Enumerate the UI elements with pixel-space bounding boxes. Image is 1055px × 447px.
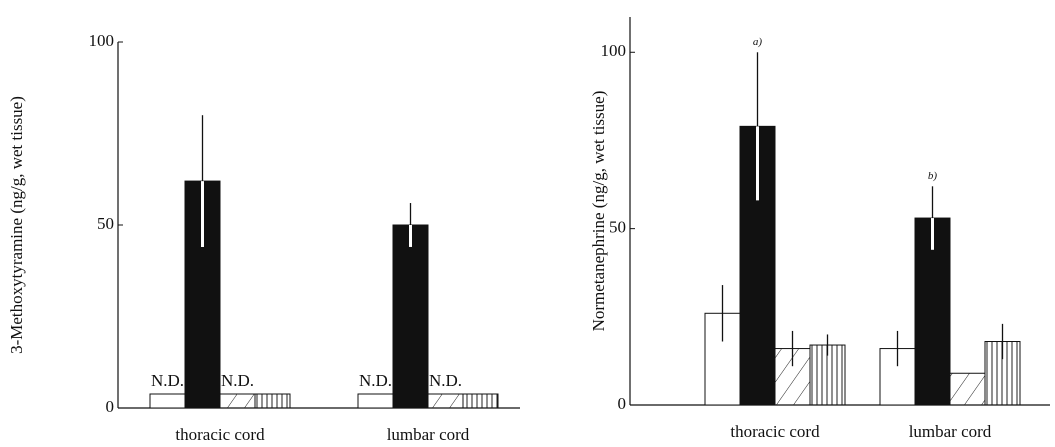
value-label: N.D. [359, 371, 392, 390]
y-tick-label: 0 [618, 394, 627, 413]
y-tick-label: 100 [89, 31, 115, 50]
bar [949, 372, 986, 406]
x-tick-label: lumbar cord [909, 422, 992, 441]
y-axis-label: 3-Methoxytyramine (ng/g, wet tissue) [7, 96, 26, 354]
x-tick-label: lumbar cord [387, 425, 470, 444]
y-tick-label: 0 [106, 397, 115, 416]
nd-box [427, 393, 464, 409]
x-tick-label: thoracic cord [730, 422, 820, 441]
nd-box [149, 393, 186, 409]
bar [809, 344, 846, 406]
nd-box [357, 393, 394, 409]
y-tick-label: 50 [609, 218, 626, 237]
annotation: b) [928, 170, 938, 182]
value-label: N.D. [429, 371, 462, 390]
nd-box [254, 393, 291, 409]
x-tick-label: thoracic cord [175, 425, 265, 444]
value-label: N.D. [221, 371, 254, 390]
y-axis-label: Normetanephrine (ng/g, wet tissue) [589, 91, 608, 332]
value-label: N.D. [151, 371, 184, 390]
annotation: a) [753, 36, 763, 48]
y-tick-label: 50 [97, 214, 114, 233]
bar [392, 224, 429, 409]
nd-box [219, 393, 256, 409]
bar [739, 125, 776, 406]
y-tick-label: 100 [601, 41, 627, 60]
nd-box [462, 393, 499, 409]
